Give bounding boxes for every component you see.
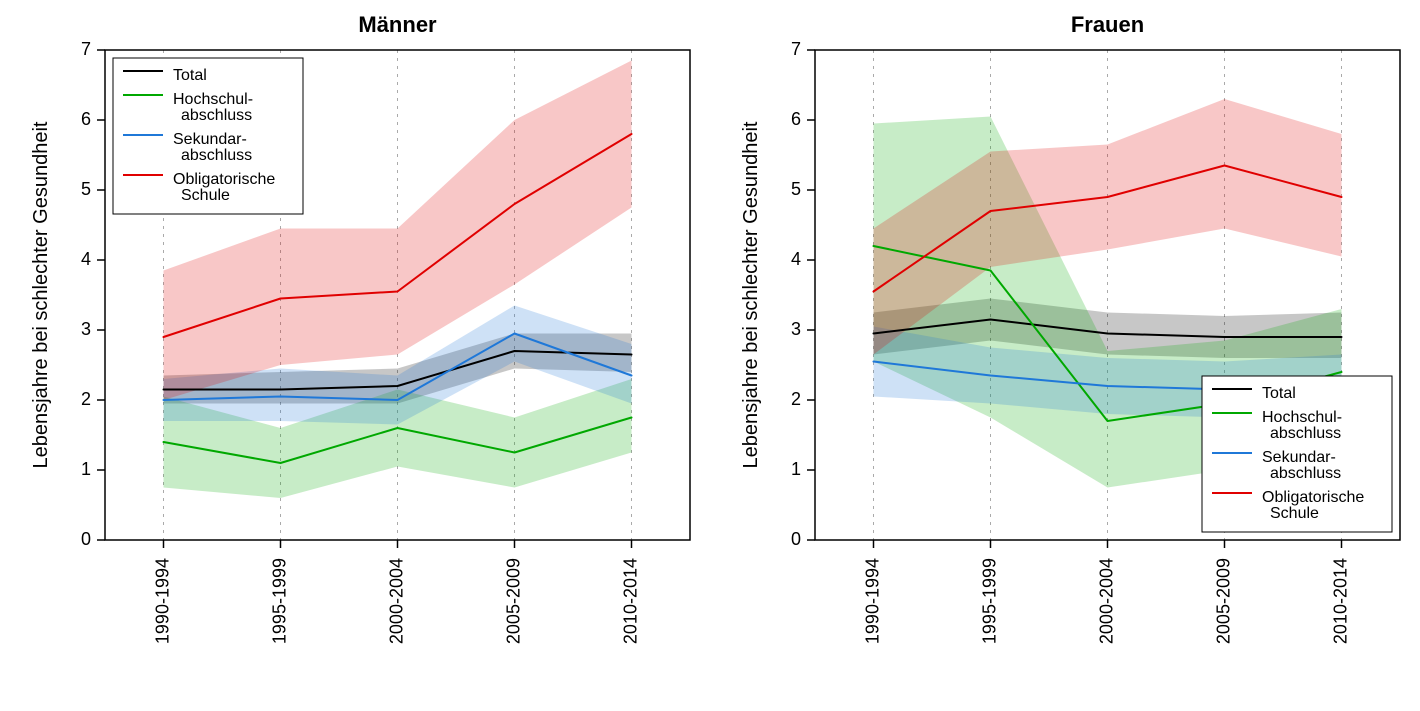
- ytick-label: 7: [81, 39, 91, 59]
- xtick-label: 2000-2004: [386, 558, 406, 644]
- svg-root: 0 1 2 3 4 5 6 7 1990-1994 1995-1999 2000-2004 2005-…: [0, 0, 1420, 711]
- ytick-label: 6: [791, 109, 801, 129]
- xtick-label: 2010-2014: [1330, 558, 1350, 644]
- legend-label: Total: [173, 67, 207, 84]
- chart-panels: 0 1 2 3 4 5 6 7 1990-1994 1995-1999 2000-2004 2005-…: [0, 0, 1420, 711]
- y-axis-label: Lebensjahre bei schlechter Gesundheit: [30, 121, 52, 468]
- ytick-label: 7: [791, 39, 801, 59]
- ytick-label: 2: [81, 389, 91, 409]
- xtick-label: 2010-2014: [620, 558, 640, 644]
- ytick-label: 5: [81, 179, 91, 199]
- legend-label: Hochschul-: [1262, 409, 1342, 426]
- legend-label: Schule: [1270, 505, 1319, 522]
- panel-title: Frauen: [1071, 12, 1144, 37]
- legend-label: abschluss: [181, 147, 252, 164]
- xtick-label: 2005-2009: [503, 558, 523, 644]
- legend-label: Sekundar-: [173, 131, 247, 148]
- panel-title: Männer: [358, 12, 437, 37]
- ytick-label: 6: [81, 109, 91, 129]
- legend: TotalHochschul-abschlussSekundar-abschlu…: [1202, 376, 1392, 532]
- legend-label: Sekundar-: [1262, 449, 1336, 466]
- legend: TotalHochschul-abschlussSekundar-abschlu…: [113, 58, 303, 214]
- legend-label: Obligatorische: [1262, 489, 1364, 506]
- ytick-label: 3: [791, 319, 801, 339]
- legend-label: Total: [1262, 385, 1296, 402]
- ytick-label: 0: [791, 529, 801, 549]
- ytick-label: 1: [81, 459, 91, 479]
- xtick-label: 1990-1994: [862, 558, 882, 644]
- ytick-label: 1: [791, 459, 801, 479]
- xtick-label: 2005-2009: [1213, 558, 1233, 644]
- legend-label: Obligatorische: [173, 171, 275, 188]
- xtick-label: 2000-2004: [1096, 558, 1116, 644]
- y-axis-label: Lebensjahre bei schlechter Gesundheit: [740, 121, 762, 468]
- ytick-label: 0: [81, 529, 91, 549]
- xtick-label: 1995-1999: [979, 558, 999, 644]
- xtick-label: 1990-1994: [152, 558, 172, 644]
- legend-label: abschluss: [181, 107, 252, 124]
- xtick-label: 1995-1999: [269, 558, 289, 644]
- legend-label: Schule: [181, 187, 230, 204]
- ytick-label: 4: [791, 249, 801, 269]
- ytick-label: 5: [791, 179, 801, 199]
- legend-label: Hochschul-: [173, 91, 253, 108]
- ytick-label: 4: [81, 249, 91, 269]
- legend-label: abschluss: [1270, 465, 1341, 482]
- ytick-label: 3: [81, 319, 91, 339]
- legend-label: abschluss: [1270, 425, 1341, 442]
- ytick-label: 2: [791, 389, 801, 409]
